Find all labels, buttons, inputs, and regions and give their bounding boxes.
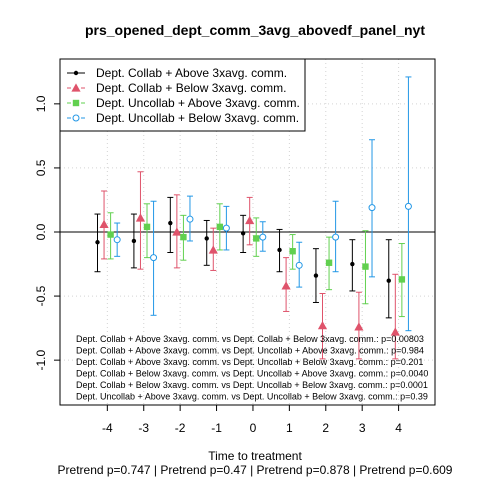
data-point-square	[72, 99, 80, 107]
legend-label: Dept. Collab + Below 3xavg. comm.	[96, 81, 286, 95]
data-point-circle	[313, 273, 319, 278]
data-point-open-circle	[150, 254, 158, 262]
data-point-circle	[168, 220, 173, 226]
data-point-triangle	[99, 219, 109, 228]
x-tick-label: 3	[359, 421, 366, 435]
legend-label: Dept. Uncollab + Above 3xavg. comm.	[96, 96, 300, 110]
data-point-open-circle	[186, 215, 194, 223]
data-point-triangle	[135, 213, 146, 222]
x-tick-label: 0	[250, 421, 257, 435]
y-tick-label: 1.0	[34, 95, 48, 112]
data-point-triangle	[281, 281, 291, 290]
data-point-square	[325, 259, 333, 266]
data-point-open-circle	[72, 114, 80, 122]
data-point-open-circle	[113, 236, 121, 244]
series	[99, 171, 400, 360]
y-tick-label: 0.5	[34, 159, 48, 176]
data-series	[94, 76, 412, 360]
annotations: Dept. Collab + Above 3xavg. comm. vs Dep…	[76, 334, 428, 402]
x-axis-title: Time to treatment	[208, 449, 302, 463]
data-point-square	[180, 233, 187, 241]
x-tick-label: 2	[322, 421, 329, 435]
data-point-open-circle	[368, 204, 376, 212]
data-point-square	[253, 235, 260, 242]
data-point-square	[143, 223, 151, 231]
x-tick-label: -2	[175, 421, 186, 435]
series	[107, 203, 406, 318]
data-point-circle	[350, 261, 355, 267]
data-point-open-circle	[332, 233, 340, 241]
annotation-line: Dept. Uncollab + Above 3xavg. comm. vs D…	[76, 392, 428, 402]
y-tick-label: 0.0	[34, 223, 48, 240]
legend: Dept. Collab + Above 3xavg. comm.Dept. C…	[59, 58, 306, 132]
data-point-triangle	[245, 215, 255, 225]
y-tick-label: -0.5	[34, 285, 48, 306]
data-point-circle	[204, 236, 209, 241]
annotation-line: Dept. Collab + Above 3xavg. comm. vs Dep…	[76, 346, 424, 356]
data-point-circle	[73, 70, 79, 76]
legend-label: Dept. Uncollab + Below 3xavg. comm.	[96, 111, 299, 125]
annotation-line: Dept. Collab + Above 3xavg. comm. vs Dep…	[76, 357, 423, 367]
data-point-square	[216, 223, 224, 231]
data-point-triangle	[354, 322, 364, 331]
annotation-line: Dept. Collab + Below 3xavg. comm. vs Dep…	[76, 380, 428, 390]
chart-title: prs_opened_dept_comm_3avg_abovedf_panel_…	[85, 22, 425, 38]
data-point-circle	[240, 231, 246, 236]
x-tick-label: -4	[102, 421, 113, 435]
x-tick-label: 4	[395, 421, 402, 435]
axes: -4 -3 -2 -1 0 1 2 3 4 -1.0 -0.5 0.0 0.5 1.0	[34, 95, 402, 435]
data-point-square	[107, 231, 114, 238]
data-point-open-circle	[404, 202, 412, 210]
data-point-square	[289, 248, 296, 255]
legend-box	[59, 58, 306, 132]
data-point-open-circle	[259, 233, 267, 241]
y-tick-label: -1.0	[34, 349, 48, 370]
x-tick-label: -1	[211, 421, 222, 435]
series	[94, 196, 392, 319]
annotation-line: Dept. Collab + Below 3xavg. comm. vs Dep…	[76, 369, 428, 379]
data-point-circle	[386, 278, 391, 283]
legend-label: Dept. Collab + Above 3xavg. comm.	[96, 66, 287, 80]
series	[113, 76, 412, 332]
x-tick-label: -3	[138, 421, 149, 435]
data-point-square	[362, 263, 369, 270]
chart-subtitle: Pretrend p=0.747 | Pretrend p=0.47 | Pre…	[58, 463, 453, 477]
data-point-square	[398, 276, 406, 283]
data-point-triangle	[71, 83, 81, 92]
data-point-triangle	[390, 327, 400, 336]
data-point-triangle	[208, 245, 218, 254]
data-point-open-circle	[295, 261, 303, 269]
data-point-circle	[95, 240, 100, 245]
x-tick-label: 1	[286, 421, 293, 435]
data-point-open-circle	[222, 224, 230, 232]
data-point-triangle	[172, 227, 182, 236]
data-point-triangle	[317, 320, 328, 330]
data-point-circle	[131, 238, 137, 244]
data-point-circle	[277, 247, 282, 253]
annotation-line: Dept. Collab + Above 3xavg. comm. vs Dep…	[76, 334, 424, 344]
